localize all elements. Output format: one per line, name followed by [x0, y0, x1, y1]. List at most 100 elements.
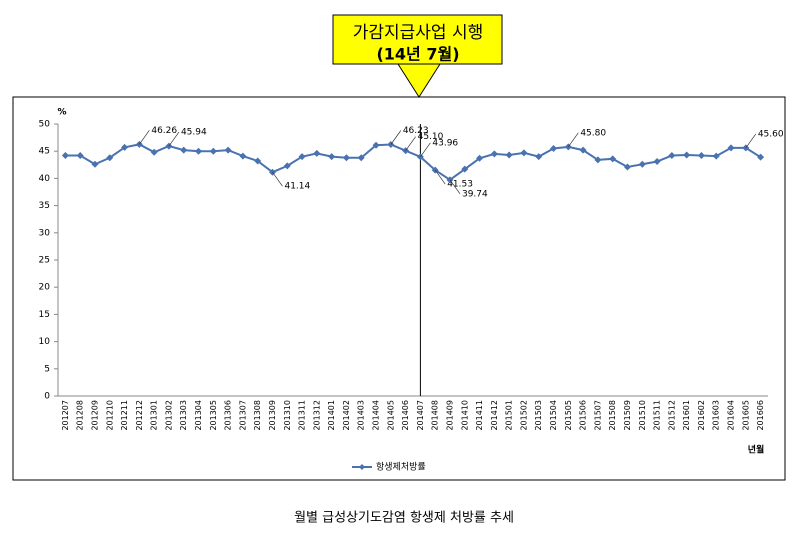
annotation-text: (14년 7월): [376, 45, 459, 64]
data-label: 45.10: [418, 132, 444, 142]
x-tick-label: 201504: [549, 400, 558, 431]
y-tick-label: 5: [44, 364, 50, 374]
point: [683, 151, 691, 159]
x-tick-label: 201305: [209, 400, 218, 431]
point: [76, 152, 84, 160]
point: [668, 152, 676, 160]
y-tick-label: 45: [39, 147, 50, 157]
point: [298, 153, 306, 161]
point: [594, 156, 602, 164]
x-tick-label: 201304: [194, 400, 203, 431]
x-tick-label: 201510: [638, 400, 647, 431]
point: [254, 157, 262, 165]
point: [209, 147, 217, 155]
x-tick-label: 201209: [90, 400, 99, 431]
point: [121, 143, 129, 151]
x-tick-label: 201508: [608, 400, 617, 431]
x-axis-label: 년월: [748, 444, 765, 456]
point: [550, 144, 558, 152]
annotation-arrow: [397, 63, 441, 98]
label-leader: [139, 130, 150, 145]
x-tick-label: 201308: [253, 400, 262, 431]
point: [535, 153, 543, 161]
x-tick-label: 201604: [727, 400, 736, 431]
point: [697, 152, 705, 160]
point: [180, 146, 188, 154]
label-leader: [405, 136, 416, 151]
point: [61, 152, 69, 160]
point: [224, 146, 232, 154]
point: [283, 162, 291, 170]
x-tick-label: 201306: [224, 400, 233, 431]
x-tick-label: 201310: [283, 400, 292, 431]
x-tick-label: 201407: [416, 400, 425, 431]
point: [195, 147, 203, 155]
point: [757, 153, 765, 161]
x-tick-label: 201503: [534, 400, 543, 431]
x-tick-label: 201507: [593, 400, 602, 431]
point: [490, 150, 498, 158]
x-tick-label: 201605: [741, 400, 750, 431]
label-leader: [568, 132, 579, 148]
x-tick-label: 201405: [386, 400, 395, 431]
label-leader: [272, 171, 283, 187]
annotation-text: 가감지급사업 시행: [353, 23, 484, 43]
x-tick-label: 201506: [579, 400, 588, 431]
y-tick-label: 25: [39, 256, 50, 266]
legend-marker: [359, 464, 365, 470]
y-tick-label: 0: [44, 392, 50, 402]
data-label: 41.14: [284, 182, 310, 192]
caption: 월별 급성상기도감염 항생제 처방률 추세: [294, 511, 514, 526]
data-label: 39.74: [462, 189, 488, 199]
annotation-box: [332, 14, 503, 65]
x-tick-label: 201505: [564, 400, 573, 431]
x-tick-label: 201606: [756, 400, 765, 431]
legend-label: 항생제처방률: [376, 461, 426, 473]
data-label: 41.53: [447, 180, 473, 190]
data-label: 45.80: [580, 128, 606, 138]
point: [150, 148, 158, 156]
point: [372, 141, 380, 149]
label-leader: [420, 142, 431, 158]
x-tick-label: 201307: [238, 400, 247, 431]
point: [476, 154, 484, 162]
point: [638, 160, 646, 168]
data-label: 46.26: [151, 126, 177, 136]
x-tick-label: 201309: [268, 400, 277, 431]
point: [91, 160, 99, 168]
point: [505, 151, 513, 159]
data-label: 43.96: [432, 138, 458, 148]
x-tick-label: 201312: [312, 400, 321, 431]
x-tick-label: 201501: [505, 400, 514, 431]
x-tick-label: 201411: [475, 400, 484, 431]
x-tick-label: 201408: [431, 400, 440, 431]
y-tick-label: 40: [39, 174, 51, 184]
y-tick-label: 35: [39, 201, 50, 211]
x-tick-label: 201208: [76, 400, 85, 431]
x-tick-label: 201509: [623, 400, 632, 431]
x-tick-label: 201409: [445, 400, 454, 431]
y-tick-label: 20: [39, 283, 51, 293]
x-tick-label: 201511: [653, 400, 662, 431]
x-tick-label: 201406: [401, 400, 410, 431]
point: [712, 152, 720, 160]
x-tick-label: 201210: [105, 400, 114, 431]
x-tick-label: 201412: [490, 400, 499, 431]
point: [313, 149, 321, 157]
point: [328, 153, 336, 161]
x-tick-label: 201404: [372, 400, 381, 431]
label-leader: [434, 169, 446, 185]
y-tick-label: 30: [39, 228, 51, 238]
x-tick-label: 201211: [120, 400, 129, 431]
label-leader: [168, 131, 180, 147]
point: [653, 158, 661, 166]
data-label: 45.94: [181, 128, 207, 138]
x-tick-label: 201212: [135, 400, 144, 431]
point: [342, 154, 350, 162]
point: [727, 144, 735, 152]
x-tick-label: 201207: [61, 400, 70, 431]
x-tick-label: 201401: [327, 400, 336, 431]
data-label: 45.60: [758, 129, 784, 139]
x-tick-label: 201602: [697, 400, 706, 431]
